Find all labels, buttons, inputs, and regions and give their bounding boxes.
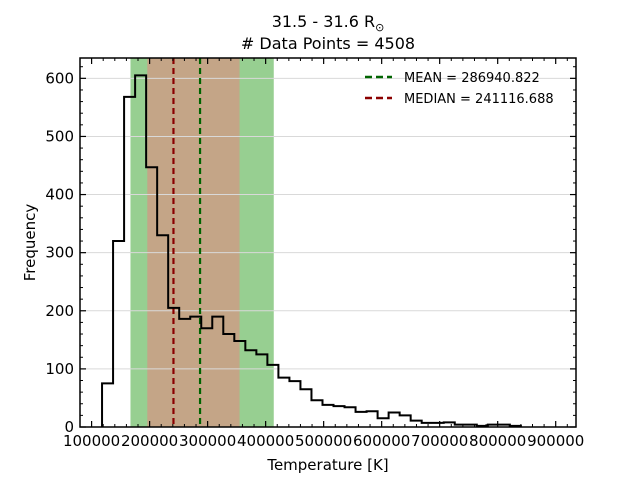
y-axis-label: Frequency xyxy=(21,204,39,282)
chart-title-line1: 31.5 - 31.6 R⊙ xyxy=(272,12,385,34)
grid-lines xyxy=(80,77,576,370)
x-axis-label: Temperature [K] xyxy=(266,456,388,474)
y-tick-label: 400 xyxy=(45,186,74,204)
shaded-bands xyxy=(130,58,274,427)
legend: MEAN = 286940.822 MEDIAN = 241116.688 xyxy=(365,71,554,107)
y-tick-label: 300 xyxy=(45,244,74,262)
x-tick-label: 400000 xyxy=(237,432,294,450)
histogram-step-line xyxy=(101,74,522,427)
legend-label-median: MEDIAN = 241116.688 xyxy=(404,92,554,107)
x-tick-label: 800000 xyxy=(469,432,526,450)
chart-title-main: 31.5 - 31.6 R xyxy=(272,12,375,31)
y-tick-label: 100 xyxy=(45,360,74,378)
x-tick-label: 700000 xyxy=(411,432,468,450)
chart-title-sun-symbol: ⊙ xyxy=(375,21,384,34)
y-tick-label: 0 xyxy=(64,418,74,436)
plot-frame xyxy=(79,57,577,428)
legend-label-mean: MEAN = 286940.822 xyxy=(404,71,540,86)
stat-lines xyxy=(172,58,202,427)
axis-ticks: 100000 200000 300000 400000 500000 600000 7000… xyxy=(45,58,584,450)
x-tick-label: 200000 xyxy=(121,432,178,450)
y-tick-label: 200 xyxy=(45,302,74,320)
y-tick-label: 500 xyxy=(45,127,74,145)
x-tick-label: 600000 xyxy=(353,432,410,450)
y-tick-label: 600 xyxy=(45,69,74,87)
shaded-band-2 xyxy=(147,58,240,427)
chart-title-line2: # Data Points = 4508 xyxy=(241,34,415,53)
x-tick-label: 500000 xyxy=(295,432,352,450)
x-tick-label: 300000 xyxy=(179,432,236,450)
x-tick-label: 900000 xyxy=(527,432,584,450)
x-tick-label: 100000 xyxy=(63,432,120,450)
